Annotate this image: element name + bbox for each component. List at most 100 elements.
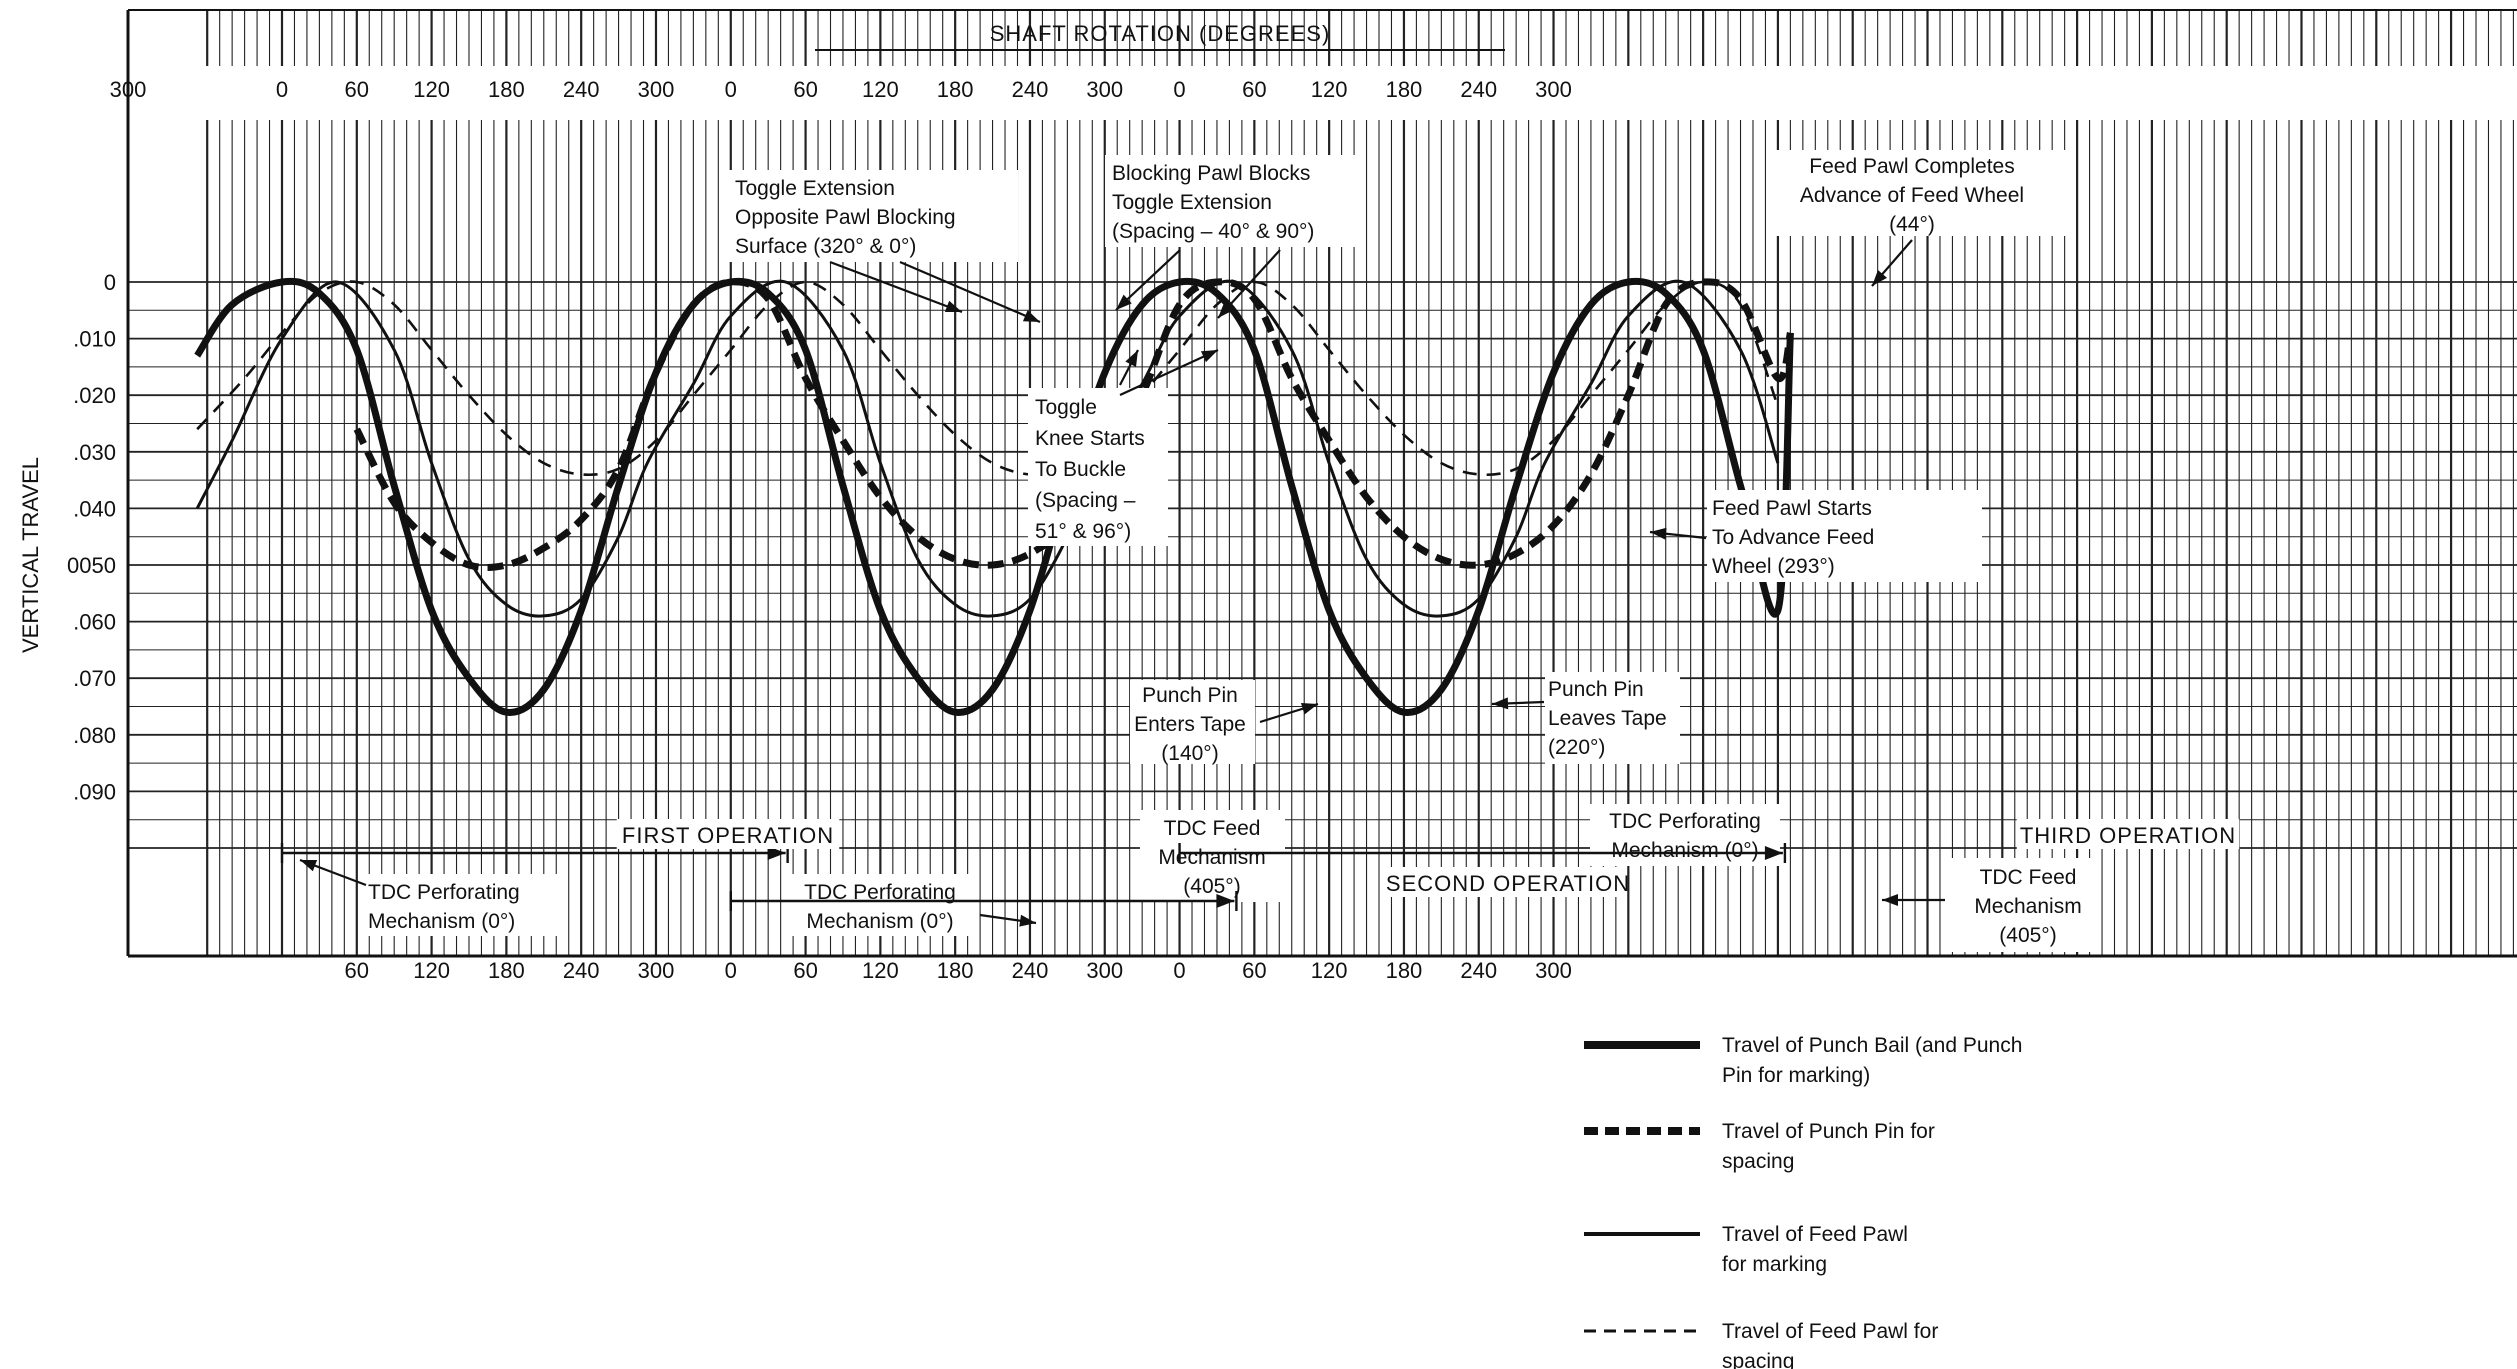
chart-frame (126, 9, 2517, 958)
top-tick-label: 240 (1012, 77, 1049, 102)
annotation-tdc-feed-2-line: (405°) (1999, 924, 2056, 947)
annotation-arrow (829, 260, 963, 314)
annotation-backdrop (1545, 672, 1680, 764)
first-operation-arrowhead (767, 846, 786, 860)
annotation-toggle-extension-line: Opposite Pawl Blocking (735, 206, 956, 229)
annotation-backdrop (1105, 155, 1365, 247)
top-tick-label: 300 (1535, 77, 1572, 102)
annotation-toggle-knee-line: (Spacing – (1035, 489, 1136, 512)
bottom-tick-label: 0 (1173, 958, 1185, 983)
top-tick-label: 300 (1086, 77, 1123, 102)
series-line-4 (196, 280, 1780, 477)
top-tick-label: 120 (1311, 77, 1348, 102)
annotation-backdrop (1028, 388, 1168, 546)
bottom-tick-label: 180 (1386, 958, 1423, 983)
annotation-tdc-perforating-2: TDC Perforating Mechanism (0°) (710, 877, 956, 933)
top-axis-title: SHAFT ROTATION (DEGREES) (990, 21, 1331, 46)
annotation-arrow (899, 260, 1041, 324)
annotation-arrowhead (1125, 350, 1138, 367)
legend-label: Travel of Feed Pawl for (1722, 1320, 1938, 1343)
y-tick-label: .070 (73, 666, 116, 691)
annotation-punch-pin-enters-line: Punch Pin (1142, 684, 1238, 707)
bottom-tick-label: 240 (1460, 958, 1497, 983)
annotation-backdrop (1140, 810, 1285, 902)
legend-item-2: Travel of Punch Pin for spacing (1584, 1120, 1935, 1173)
annotation-tdc-feed-2-line: TDC Feed (1980, 866, 2077, 889)
top-tick-label: 120 (413, 77, 450, 102)
y-tick-label: .010 (73, 327, 116, 352)
annotation-punch-pin-leaves-line: Leaves Tape (1548, 707, 1667, 730)
bottom-tick-label: 300 (638, 958, 675, 983)
third-operation-label-bg (2016, 819, 2240, 849)
bottom-tick-label: 240 (1012, 958, 1049, 983)
annotation-tdc-feed-1-line: TDC Feed (1164, 817, 1261, 840)
bottom-tick-label: 180 (488, 958, 525, 983)
annotation-tdc-perforating-3: TDC Perforating Mechanism (0°) (1609, 810, 1761, 862)
legend-label: Travel of Feed Pawl (1722, 1223, 1908, 1246)
y-tick-label: .040 (73, 496, 116, 521)
bottom-tick-label: 180 (937, 958, 974, 983)
annotation-backdrop (728, 170, 1018, 262)
legend-item-1: Travel of Punch Bail (and Punch Pin for m… (1584, 1034, 2022, 1087)
legend-label: Travel of Punch Bail (and Punch (1722, 1034, 2022, 1057)
annotation-tdc-feed-1: TDC Feed Mechanism (405°) (1158, 817, 1265, 898)
annotation-backdrop (1130, 680, 1255, 764)
annotation-tdc-feed-2: TDC Feed Mechanism (405°) (1858, 862, 2081, 947)
annotation-arrowhead (1022, 310, 1040, 322)
annotation-feed-pawl-starts-line: To Advance Feed (1712, 526, 1874, 549)
top-tick-label: 0 (725, 77, 737, 102)
annotation-toggle-extension: Toggle Extension Opposite Pawl Blocking Su… (735, 177, 956, 258)
annotation-punch-pin-enters: Punch Pin Enters Tape (140°) (1134, 684, 1246, 765)
annotation-blocking-pawl-line: (Spacing – 40° & 90°) (1112, 220, 1314, 243)
annotation-punch-pin-leaves: Punch Pin Leaves Tape (220°) (1548, 678, 1667, 759)
bottom-tick-label: 120 (1311, 958, 1348, 983)
first-operation-label-bg (616, 819, 840, 849)
top-tick-label: 120 (862, 77, 899, 102)
annotation-anchor (1742, 151, 1743, 152)
annotation-anchor (1706, 493, 1707, 494)
annotation-tdc-feed-1-line: (405°) (1183, 875, 1240, 898)
second-operation-arrowhead (1216, 894, 1235, 908)
annotation-arrowhead (1492, 697, 1509, 710)
top-tick-band (130, 66, 2517, 120)
bottom-tick-label: 240 (563, 958, 600, 983)
top-tick-label: 240 (563, 77, 600, 102)
annotation-feed-pawl-completes-line: (44°) (1889, 213, 1935, 236)
bottom-tick-label: 120 (413, 958, 450, 983)
annotation-anchor (1858, 862, 1859, 863)
annotation-feed-pawl-starts-line: Wheel (293°) (1712, 555, 1835, 578)
third-operation-label: THIRD OPERATION (2020, 823, 2236, 848)
top-tick-label: 0 (1173, 77, 1185, 102)
annotation-punch-pin-enters-line: Enters Tape (1134, 713, 1246, 736)
annotation-backdrop (785, 874, 975, 936)
y-tick-label: .060 (73, 610, 116, 635)
annotation-arrow (1119, 349, 1219, 396)
annotation-punch-pin-leaves-line: Punch Pin (1548, 678, 1644, 701)
top-tick-label: 60 (1242, 77, 1266, 102)
annotation-tdc-perforating-3-line: TDC Perforating (1609, 810, 1761, 833)
annotation-tdc-perforating-1-line: TDC Perforating (368, 881, 520, 904)
top-tick-label: 240 (1460, 77, 1497, 102)
annotation-punch-pin-enters-line: (140°) (1161, 742, 1218, 765)
legend: Travel of Punch Bail (and Punch Pin for m… (1560, 990, 2517, 1369)
annotation-toggle-knee-line: Toggle (1035, 396, 1097, 419)
annotation-tdc-perforating-2-line: Mechanism (0°) (806, 910, 953, 933)
annotation-feed-pawl-starts: Feed Pawl Starts To Advance Feed Wheel (29… (1706, 493, 1874, 578)
third-operation-arrowhead (1764, 846, 1783, 860)
y-tick-label: .080 (73, 723, 116, 748)
annotation-tdc-feed-2-line: Mechanism (1974, 895, 2081, 918)
annotation-arrowhead (1872, 269, 1888, 286)
top-tick-label: 60 (793, 77, 817, 102)
top-tick-label: 300 (110, 77, 147, 102)
annotation-tdc-perforating-1: TDC Perforating Mechanism (0°) (368, 881, 520, 933)
legend-item-3: Travel of Feed Pawl for marking (1584, 1223, 1908, 1276)
annotation-toggle-knee-line: Knee Starts (1035, 427, 1145, 450)
annotation-anchor (710, 877, 711, 878)
y-tick-label: 0 (104, 270, 116, 295)
annotation-punch-pin-leaves-line: (220°) (1548, 736, 1605, 759)
annotation-blocking-pawl-line: Toggle Extension (1112, 191, 1272, 214)
annotation-tdc-perforating-3-line: Mechanism (0°) (1611, 839, 1758, 862)
series-layer (194, 277, 1794, 716)
annotation-backdrop (1945, 858, 2095, 952)
annotation-arrowhead (1882, 894, 1898, 906)
